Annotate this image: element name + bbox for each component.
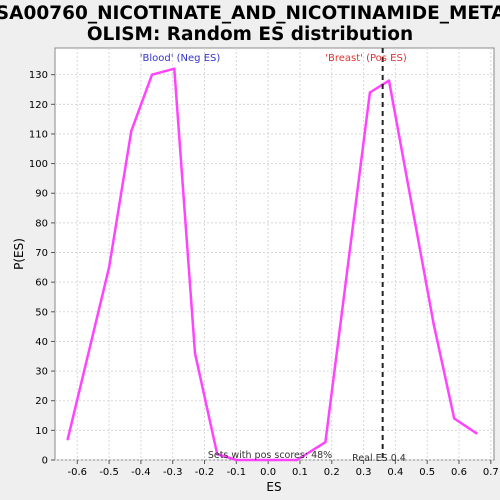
y-tick-label: 100: [29, 159, 48, 170]
chart-title-line-1: HSA00760_NICOTINATE_AND_NICOTINAMIDE_MET…: [0, 3, 500, 24]
x-tick-label: 0.6: [451, 467, 467, 478]
data-point: [295, 458, 298, 462]
data-point: [107, 266, 111, 269]
data-point: [193, 352, 197, 355]
y-tick-label: 80: [35, 218, 48, 229]
data-point: [475, 432, 478, 435]
data-point: [453, 417, 456, 420]
neg-es-label: 'Blood' (Neg ES): [140, 53, 221, 64]
x-tick-label: 0.0: [260, 467, 276, 478]
x-tick-label: -0.5: [99, 467, 119, 478]
x-tick-label: -0.2: [195, 467, 215, 478]
y-tick-label: 20: [35, 396, 48, 407]
y-axis-label: P(ES): [12, 238, 26, 270]
data-point: [235, 458, 238, 462]
data-point: [173, 67, 176, 70]
data-point: [324, 441, 327, 444]
x-tick-label: -0.6: [68, 467, 88, 478]
data-point: [130, 129, 133, 133]
x-tick-label: 0.4: [387, 467, 403, 478]
x-axis-label: ES: [266, 480, 281, 494]
real-es-label: Real ES 0.4: [352, 453, 406, 464]
x-tick-label: 0.5: [419, 467, 435, 478]
y-tick-label: 50: [35, 307, 48, 318]
y-tick-label: 10: [35, 426, 48, 437]
data-point: [387, 79, 391, 82]
y-tick-label: 30: [35, 367, 48, 378]
x-tick-label: -0.4: [131, 467, 151, 478]
y-tick-label: 0: [42, 456, 48, 467]
data-point: [432, 322, 435, 325]
y-tick-label: 130: [29, 70, 48, 81]
series-layer: [66, 67, 478, 462]
pos-es-label: 'Breast' (Pos ES): [325, 53, 407, 64]
x-tick-label: 0.1: [292, 467, 308, 478]
plot-area: [54, 47, 495, 461]
x-tick-label: -0.1: [227, 467, 247, 478]
x-axis-ticks: -0.6 -0.5 -0.4 -0.3 -0.2 -0.1 0.0 0.1 0.2 0.3 0.4 0…: [68, 460, 499, 478]
chart-title-line-2: OLISM: Random ES distribution: [87, 24, 413, 45]
x-tick-label: 0.7: [483, 467, 499, 478]
y-tick-label: 120: [29, 100, 48, 111]
y-axis-ticks: 0 10 20 30 40 50 60 70 80 90 100 110 120 130: [29, 70, 55, 467]
y-tick-label: 90: [35, 189, 48, 200]
data-point: [273, 458, 276, 462]
x-tick-label: 0.3: [356, 467, 372, 478]
data-point: [216, 452, 219, 456]
x-tick-label: -0.3: [163, 467, 183, 478]
x-tick-label: 0.2: [324, 467, 340, 478]
data-point: [150, 73, 154, 76]
pos-scores-label: Sets with pos scores: 48%: [208, 450, 332, 461]
y-tick-label: 110: [29, 129, 48, 140]
data-point: [66, 438, 69, 441]
data-point: [368, 91, 372, 94]
data-point: [254, 458, 257, 462]
y-tick-label: 70: [35, 248, 48, 259]
y-tick-label: 60: [35, 278, 48, 289]
y-tick-label: 40: [35, 337, 48, 348]
